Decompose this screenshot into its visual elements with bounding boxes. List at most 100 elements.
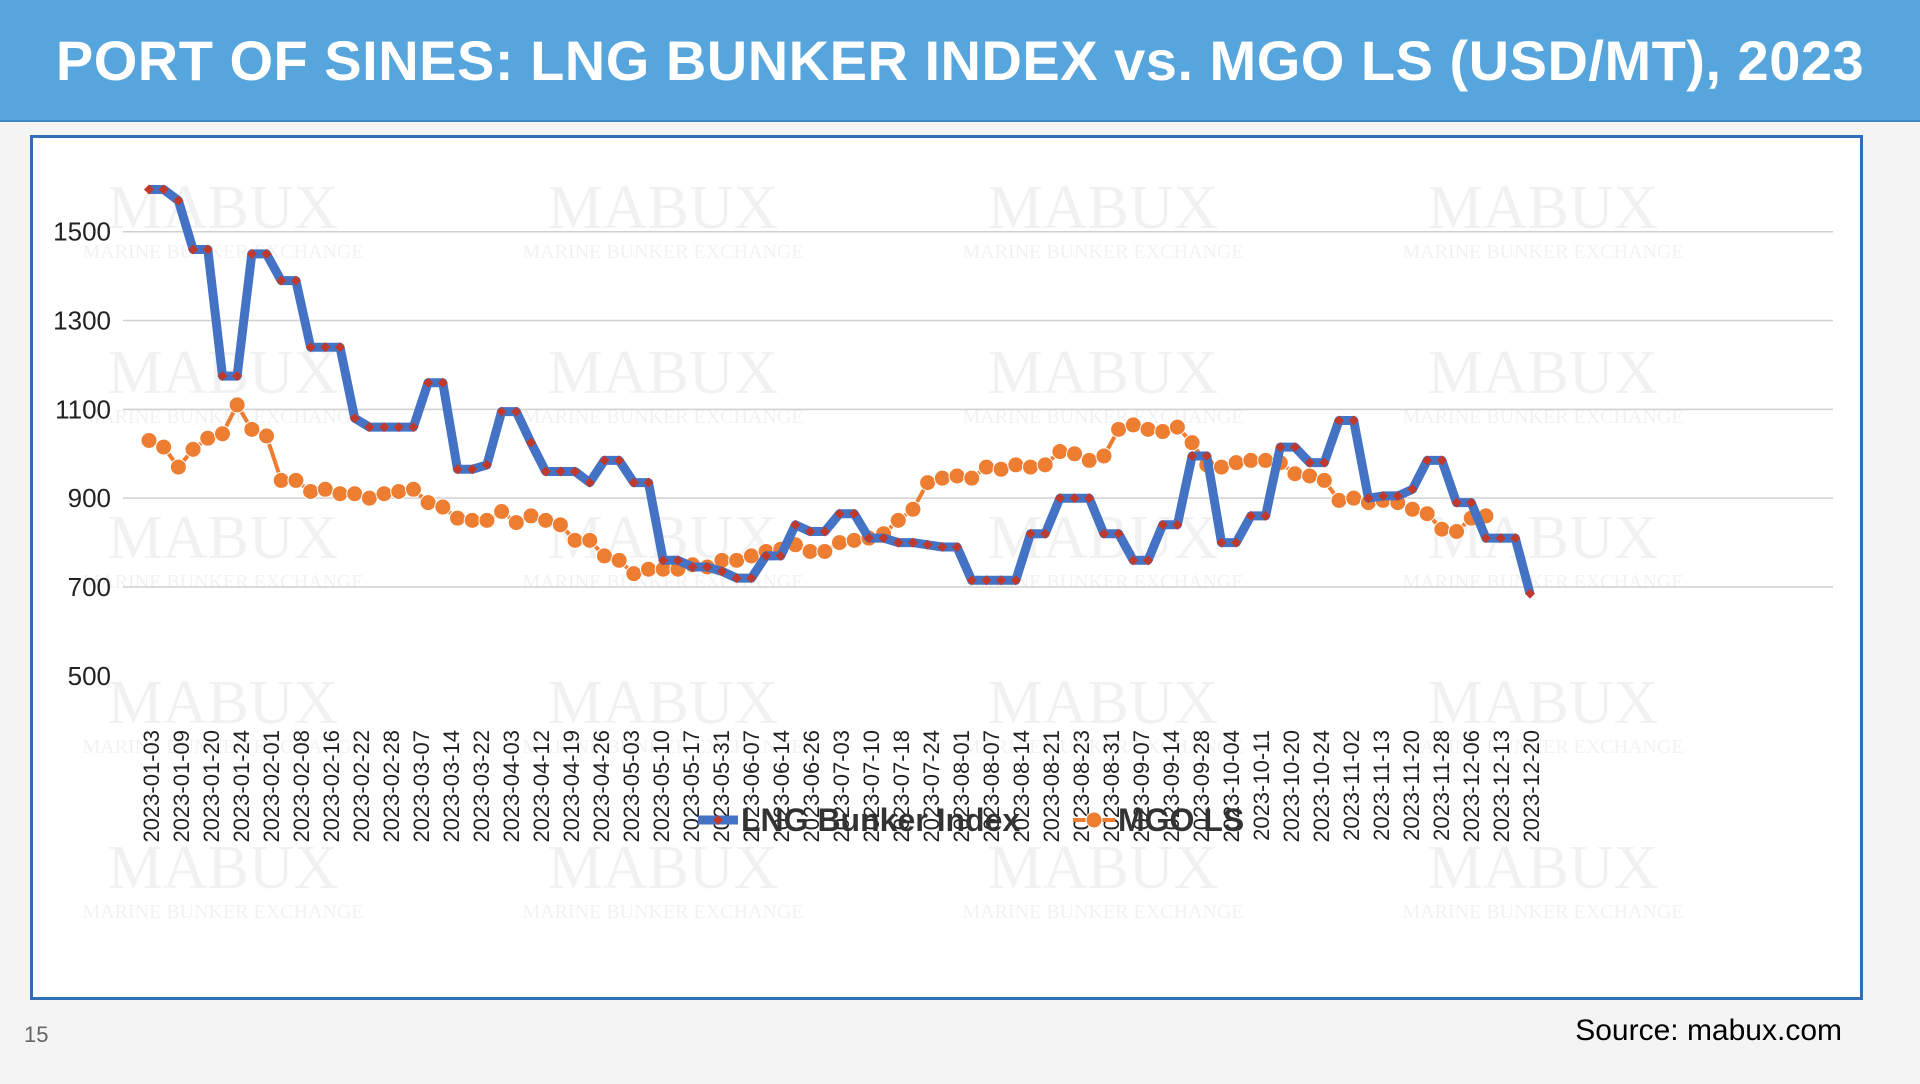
watermark-brand: MABUX [548,834,779,902]
title-bar: PORT OF SINES: LNG BUNKER INDEX vs. MGO … [0,0,1920,122]
data-point [687,562,698,572]
data-point [1025,528,1036,539]
watermark-tagline: MARINE BUNKER EXCHANGE [1402,571,1683,593]
data-point [1245,510,1256,521]
watermark-tagline: MARINE BUNKER EXCHANGE [522,901,803,923]
x-tick-label: 2023-07-03 [829,730,854,843]
data-point [977,458,995,476]
data-point [511,406,522,417]
x-tick-label: 2023-01-09 [169,730,194,843]
data-point [276,275,287,286]
data-point [1330,491,1348,509]
data-point [1095,447,1113,465]
x-tick-label: 2023-12-13 [1489,730,1514,843]
data-point [1054,493,1065,504]
x-tick-label: 2023-05-03 [619,730,644,843]
data-point [1436,455,1447,466]
data-point [907,537,918,548]
data-point [390,483,408,501]
data-point [834,508,845,519]
data-point [334,342,345,353]
data-point [1348,415,1359,426]
data-point [1227,454,1245,472]
grid-lines [123,230,1833,588]
data-point [640,560,658,578]
x-tick-label: 2023-02-28 [379,730,404,843]
data-point [419,494,437,512]
watermark-tagline: MARINE BUNKER EXCHANGE [1402,901,1683,923]
data-point [1304,457,1315,468]
data-point [775,550,786,561]
data-point [1407,484,1418,495]
data-point [831,534,848,552]
x-tick-label: 2023-07-10 [859,730,884,843]
watermark-tagline: MARINE BUNKER EXCHANGE [82,571,363,593]
data-point [158,184,169,195]
data-point [801,542,819,560]
data-point [614,455,625,466]
watermark-brand: MABUX [988,669,1219,737]
data-point [449,509,467,527]
data-point [1418,505,1436,523]
data-point [478,511,496,529]
data-point [1242,451,1260,469]
data-point [1403,500,1421,518]
data-point [1466,497,1477,508]
data-point [346,485,364,503]
data-point [1128,555,1139,566]
watermark-brand: MABUX [1428,669,1659,737]
data-point [1257,451,1275,469]
data-point [919,474,937,492]
data-point [643,477,654,488]
data-point [952,542,963,553]
data-point [302,483,320,501]
data-point [1021,458,1039,476]
legend-label: LNG Bunker Index [741,802,1020,838]
data-point [1433,520,1451,538]
watermark-tagline: MARINE BUNKER EXCHANGE [1402,241,1683,263]
x-tick-label: 2023-06-07 [739,730,764,843]
data-point [1010,575,1021,586]
x-tick-label: 2023-03-07 [409,730,434,843]
data-point [728,551,746,569]
data-point [937,542,948,553]
watermark-tagline: MARINE BUNKER EXCHANGE [82,241,363,263]
x-tick-label: 2023-01-03 [139,730,164,843]
data-point [1422,455,1433,466]
data-point [331,485,349,503]
data-point [463,511,481,529]
data-point [1201,450,1212,461]
data-point [140,431,158,449]
x-tick-label: 2023-10-20 [1279,730,1304,843]
watermark-tagline: MARINE BUNKER EXCHANGE [962,241,1243,263]
data-point [595,547,613,565]
data-point [933,469,951,487]
data-point [434,498,452,516]
data-point [863,533,874,544]
data-point [1124,416,1142,434]
data-point [316,480,334,498]
watermark-tagline: MARINE BUNKER EXCHANGE [82,406,363,428]
y-tick-label: 900 [68,483,111,513]
watermark-brand: MABUX [1428,174,1659,242]
data-point [1051,443,1069,461]
watermark-tagline: MARINE BUNKER EXCHANGE [522,406,803,428]
x-tick-label: 2023-10-11 [1249,730,1274,841]
x-tick-label: 2023-11-20 [1399,730,1424,841]
data-point [1289,442,1300,453]
data-point [243,420,261,438]
watermark-brand: MABUX [548,669,779,737]
x-tick-label: 2023-11-13 [1369,730,1394,841]
data-point [217,371,228,382]
watermark-brand: MABUX [548,174,779,242]
watermark-brand: MABUX [108,834,339,902]
watermark-tagline: MARINE BUNKER EXCHANGE [82,736,363,758]
watermark-tagline: MARINE BUNKER EXCHANGE [1402,406,1683,428]
x-tick-label: 2023-05-17 [679,730,704,843]
data-point [375,485,393,503]
data-point [819,526,830,537]
data-point [496,406,507,417]
x-tick-label: 2023-08-31 [1099,730,1124,843]
data-point [904,500,922,518]
legend-entry-mgo: MGO LS [1073,802,1244,838]
